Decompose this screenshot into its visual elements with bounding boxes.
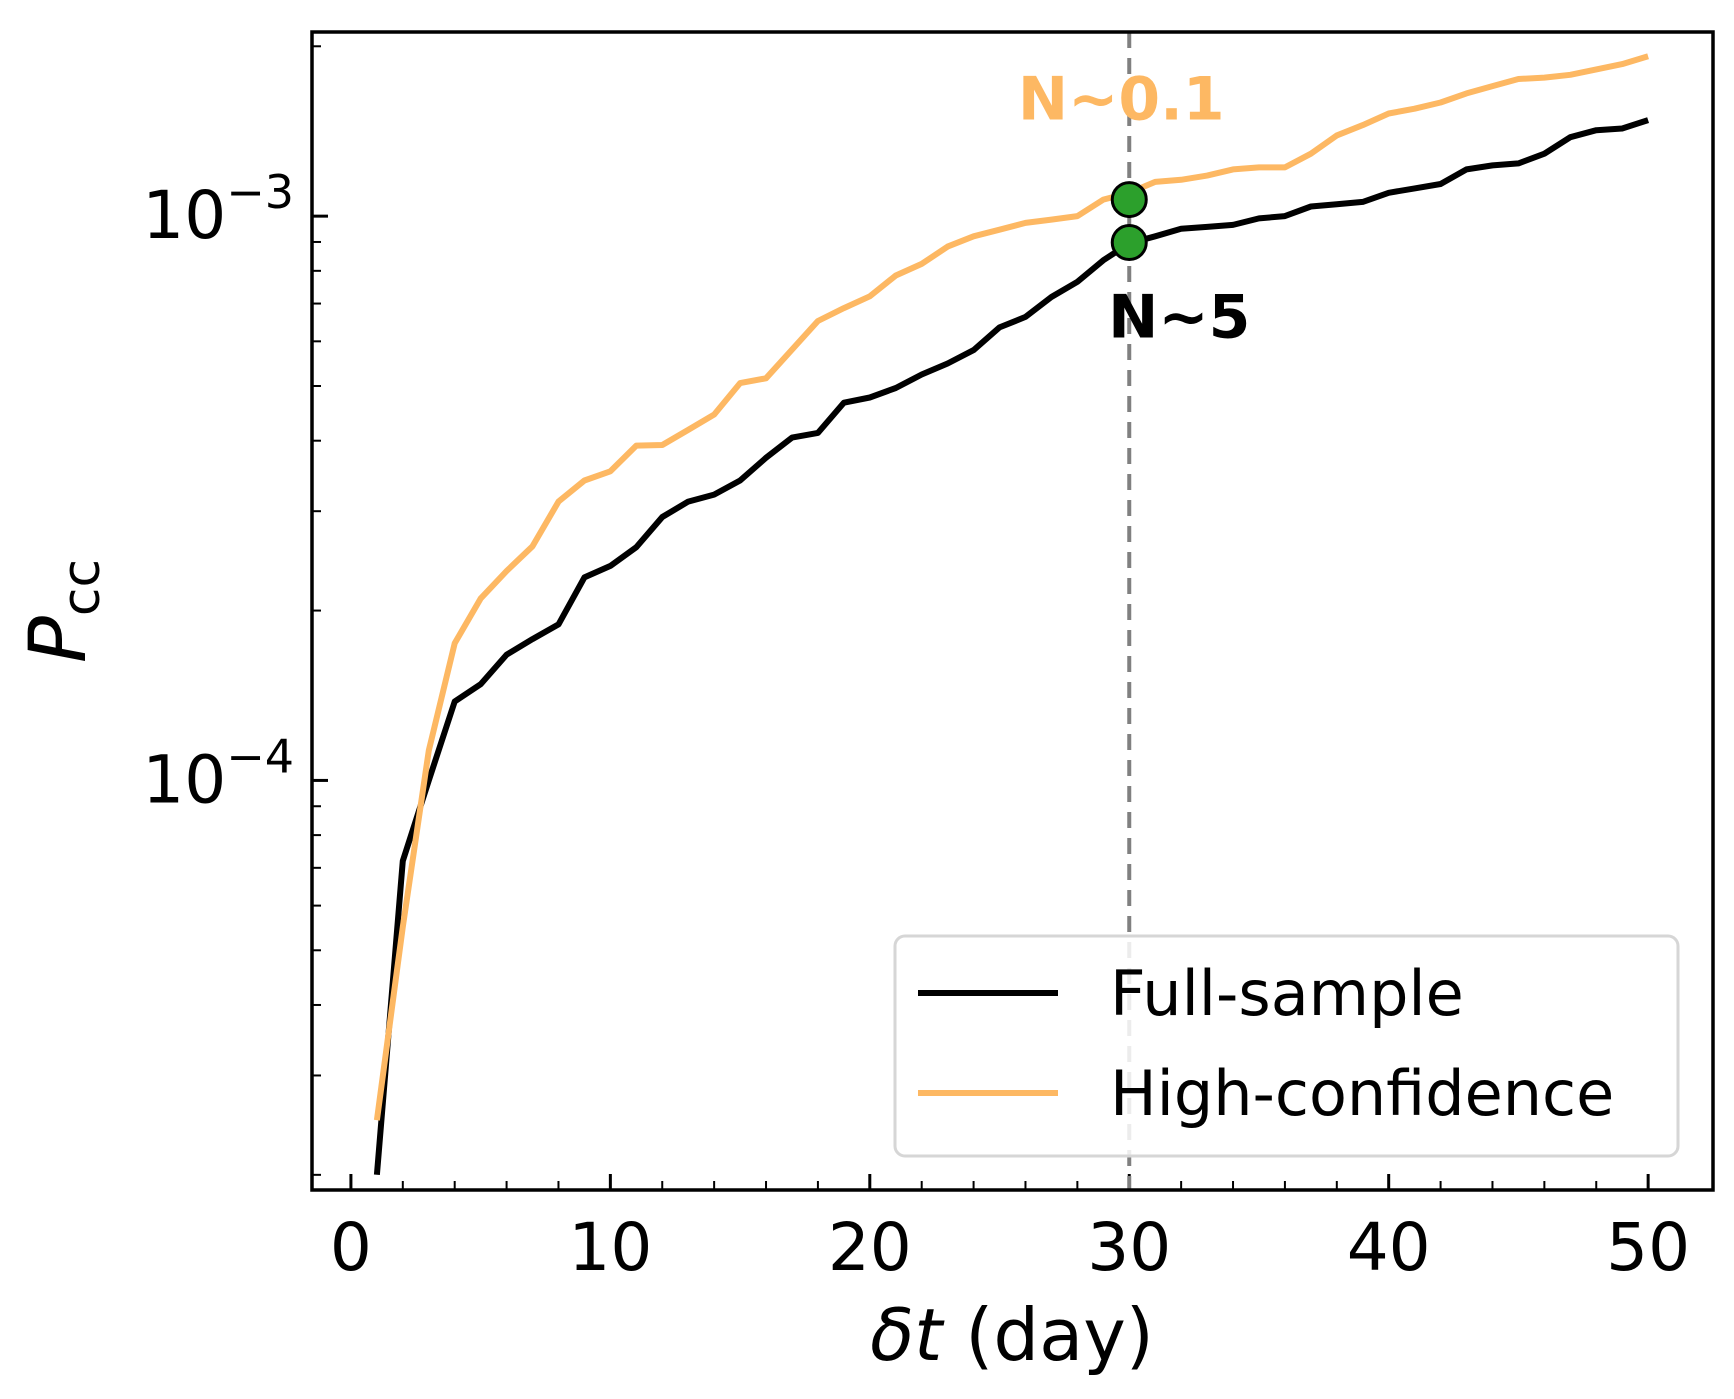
annotation-layer: N~0.1 N~5 xyxy=(1018,65,1251,353)
series-line-high-confidence xyxy=(373,53,1649,1121)
x-tick-label: 30 xyxy=(1087,1209,1171,1286)
series-line-full-sample xyxy=(373,117,1650,1176)
ticks: 0 10 20 30 40 50 10−4 10−3 xyxy=(142,45,1690,1286)
plot-frame xyxy=(310,30,1715,1192)
highlight-marker xyxy=(1110,181,1148,219)
x-tick-label: 10 xyxy=(568,1209,652,1286)
x-tick-label: 20 xyxy=(828,1209,912,1286)
series-layer xyxy=(373,53,1650,1176)
x-tick-label: 50 xyxy=(1606,1209,1690,1286)
highlight-marker xyxy=(1110,224,1148,262)
marker-layer xyxy=(1110,181,1148,262)
x-tick-label: 40 xyxy=(1347,1209,1431,1286)
legend-box xyxy=(893,934,1680,1158)
legend-label: Full-sample xyxy=(1110,957,1464,1030)
y-tick-label: 10−4 xyxy=(142,729,294,818)
legend-label: High-confidence xyxy=(1110,1057,1614,1130)
y-axis-label: Pcc xyxy=(14,559,112,663)
annotation-label: N~5 xyxy=(1108,283,1250,353)
x-tick-label: 0 xyxy=(330,1209,372,1286)
y-tick-label: 10−3 xyxy=(142,165,294,254)
legend: Full-sample High-confidence xyxy=(893,934,1680,1158)
annotation-label: N~0.1 xyxy=(1018,65,1225,135)
x-axis-label: δt (day) xyxy=(870,1293,1154,1377)
legend-entries: Full-sample High-confidence xyxy=(918,957,1614,1130)
